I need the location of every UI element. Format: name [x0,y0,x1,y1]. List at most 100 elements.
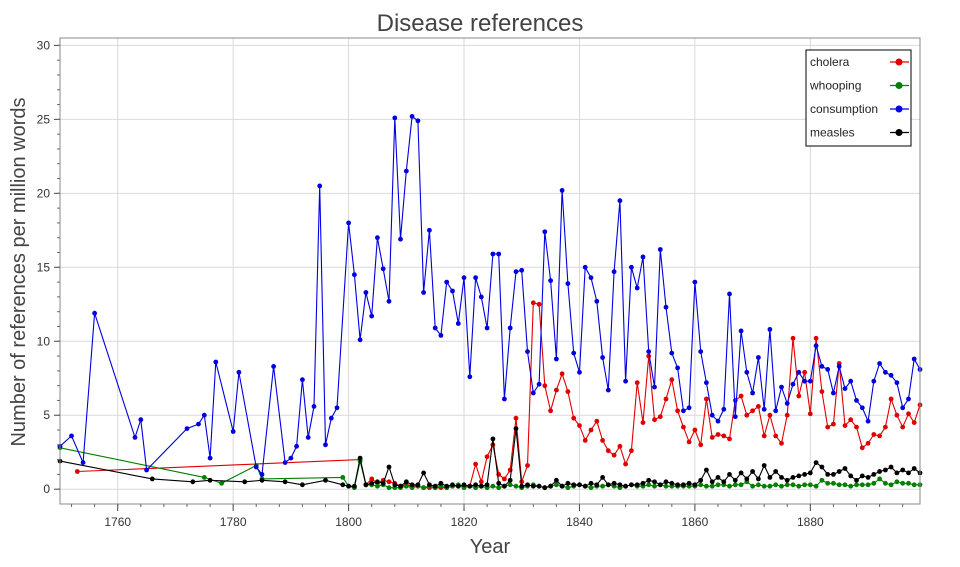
whooping-point [715,482,721,488]
whooping-point [911,482,917,488]
consumption-point [305,435,311,440]
consumption-point [715,418,721,424]
consumption-point [911,356,917,362]
y-tick-label: 15 [37,260,51,274]
cholera-point [859,445,865,451]
series-cholera [74,300,923,491]
consumption-point [334,405,340,411]
legend: cholera whooping consumption measles [805,49,912,147]
legend-label-consumption: consumption [810,102,878,116]
cholera-point [709,435,715,440]
cholera-point [74,469,80,474]
measles-point [842,466,848,471]
chart-title: Disease references [377,10,584,37]
x-tick-label: 1800 [335,515,362,529]
consumption-point [282,460,288,465]
cholera-point [473,461,478,467]
consumption-point [871,378,877,384]
measles-point [438,480,444,486]
x-axis-title: Year [470,536,511,558]
cholera-point [565,389,571,394]
consumption-point [144,467,150,473]
measles-point [386,464,392,470]
consumption-point [253,464,259,470]
measles-point [773,469,779,474]
consumption-point [848,378,854,384]
measles-point [698,477,704,483]
cholera-point [848,417,854,423]
consumption-point [536,381,542,387]
cholera-point [715,432,721,437]
measles-point [380,480,386,486]
measles-point [836,469,842,474]
measles-point [432,483,438,489]
consumption-point [294,443,299,449]
consumption-point [784,401,790,406]
cholera-point [738,393,744,399]
whooping-point [403,483,409,489]
measles-point [883,467,888,473]
consumption-point [727,291,732,297]
measles-point [611,480,617,486]
consumption-point [554,356,559,362]
cholera-point [906,411,911,417]
cholera-point [675,408,680,414]
consumption-point [611,269,617,275]
consumption-point [363,290,369,295]
cholera-point [802,369,807,375]
consumption-point [796,369,802,375]
cholera-point [698,442,704,448]
y-axis-title: Number of references per million words [8,97,30,446]
consumption-point [594,298,600,304]
consumption-point [421,290,426,295]
cholera-point [513,415,519,421]
consumption-point [877,361,882,366]
measles-point [461,482,467,488]
measles-point [392,482,398,488]
consumption-point [507,325,513,331]
consumption-point [842,386,848,391]
cholera-point [727,436,732,442]
whooping-point [773,482,779,488]
measles-point [507,477,513,483]
consumption-point [427,227,432,233]
whooping-point [709,483,715,489]
whooping-point [865,482,871,488]
measles-point [421,470,426,476]
whooping-point [588,485,594,491]
consumption-point [138,417,144,423]
cholera-point [652,417,657,423]
consumption-point [559,188,565,193]
measles-point [681,482,686,488]
cholera-point [588,427,594,433]
cholera-point [577,423,582,428]
measles-point [525,482,530,488]
measles-point [848,473,854,479]
consumption-point [600,355,605,360]
consumption-point [756,355,761,360]
consumption-point [605,387,611,393]
consumption-point [132,435,138,440]
cholera-point [721,433,727,439]
consumption-point [577,369,582,375]
cholera-line [77,302,921,489]
axes-layer: 1760 1780 1800 1820 1840 1860 1880 0 5 10 15 20 25 30 [37,38,904,529]
whooping-point [779,483,784,489]
series-measles [57,426,923,491]
consumption-point [698,349,704,354]
consumption-point [738,328,744,334]
consumption-point [773,408,779,414]
consumption-point [455,321,461,326]
whooping-point [513,483,519,489]
cholera-point [807,411,813,417]
measles-point [357,455,363,461]
measles-point [484,482,490,488]
cholera-point [773,433,779,439]
whooping-point [877,476,882,482]
consumption-point [513,269,519,275]
legend-box [805,49,912,147]
consumption-point [352,272,357,278]
measles-point [605,482,611,488]
legend-marker-consumption [895,105,903,113]
